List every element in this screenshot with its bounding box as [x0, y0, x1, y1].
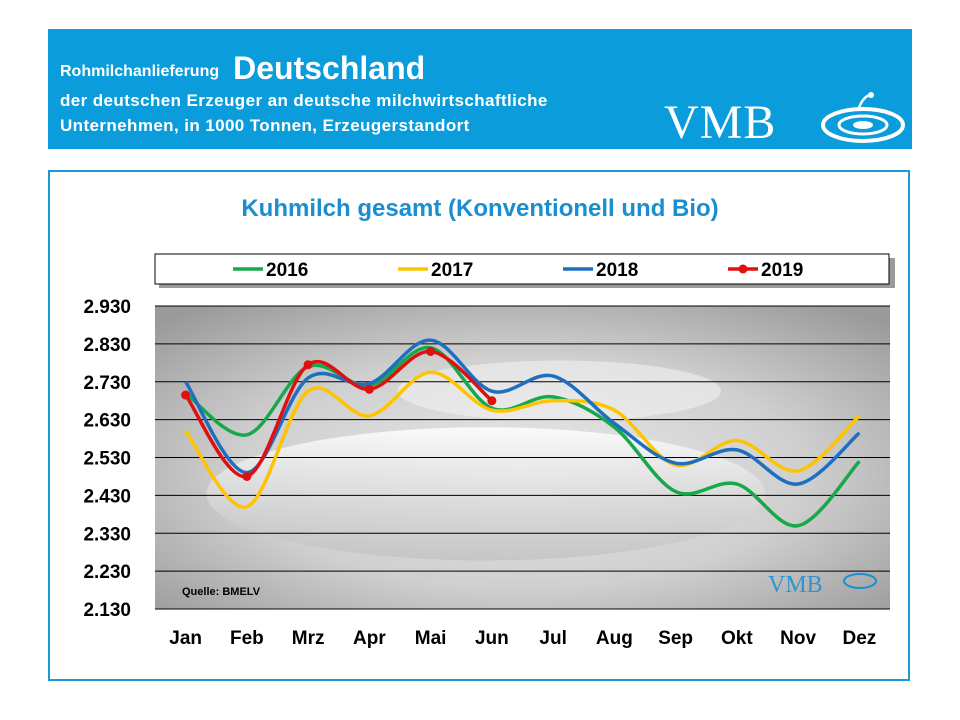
vmb-swirl-icon	[821, 92, 905, 143]
chart-title: Kuhmilch gesamt (Konventionell und Bio)	[241, 195, 719, 222]
legend-label-2018: 2018	[596, 260, 638, 281]
x-tick-label: Feb	[230, 628, 264, 649]
header-country: Deutschland	[233, 50, 426, 86]
x-tick-label: Jun	[475, 628, 509, 649]
grid	[155, 305, 890, 610]
legend: 2016 2017 2018 2019	[154, 253, 895, 288]
legend-label-2019: 2019	[761, 260, 803, 281]
y-tick-label: 2.830	[83, 335, 131, 356]
header-banner: Rohmilchanlieferung Deutschland der deuts…	[48, 29, 912, 149]
y-tick-label: 2.630	[83, 411, 131, 432]
watermark-logo-text: VMB	[768, 572, 823, 598]
legend-marker-2019	[738, 264, 748, 274]
data-point-2019	[487, 396, 497, 406]
source-note: Quelle: BMELV	[182, 586, 261, 598]
x-tick-label: Aug	[596, 628, 633, 649]
data-point-2019	[303, 360, 313, 370]
series-line-2016	[184, 345, 861, 528]
vmb-logo-text: VMB	[664, 96, 777, 149]
x-tick-label: Dez	[842, 628, 876, 649]
legend-label-2017: 2017	[431, 260, 473, 281]
x-tick-label: Sep	[658, 628, 693, 649]
x-tick-label: Nov	[780, 628, 816, 649]
header-line3: Unternehmen, in 1000 Tonnen, Erzeugersta…	[60, 116, 470, 135]
x-tick-label: Mai	[415, 628, 447, 649]
axes: 2.930 2.830 2.730 2.630 2.530 2.430 2.330 2.230…	[83, 297, 876, 649]
vmb-logo: VMB	[658, 91, 918, 151]
y-tick-label: 2.230	[83, 562, 131, 583]
x-tick-label: Jan	[169, 628, 202, 649]
series-line-2018	[184, 338, 861, 486]
y-tick-label: 2.430	[83, 486, 131, 507]
x-tick-label: Apr	[353, 628, 386, 649]
legend-box	[154, 253, 890, 285]
series-layer	[181, 338, 861, 528]
header-line2: der deutschen Erzeuger an deutsche milch…	[60, 91, 548, 110]
x-tick-label: Mrz	[292, 628, 325, 649]
x-tick-label: Jul	[539, 628, 566, 649]
y-tick-label: 2.930	[83, 297, 131, 318]
data-point-2019	[426, 346, 436, 356]
data-point-2019	[364, 384, 374, 394]
y-tick-label: 2.730	[83, 373, 131, 394]
series-line-2017	[184, 370, 861, 509]
header-line1-prefix: Rohmilchanlieferung	[60, 63, 220, 80]
legend-label-2016: 2016	[266, 260, 308, 281]
x-tick-label: Okt	[721, 628, 753, 649]
data-point-2019	[181, 390, 191, 400]
milk-splash-shape	[206, 427, 766, 561]
data-point-2019	[242, 471, 252, 481]
milk-splash-crest	[397, 360, 721, 422]
y-tick-label: 2.530	[83, 449, 131, 470]
y-tick-label: 2.330	[83, 524, 131, 545]
header-line1: Rohmilchanlieferung Deutschland	[60, 47, 426, 86]
y-tick-label: 2.130	[83, 600, 131, 621]
watermark-swirl-icon	[843, 573, 877, 589]
